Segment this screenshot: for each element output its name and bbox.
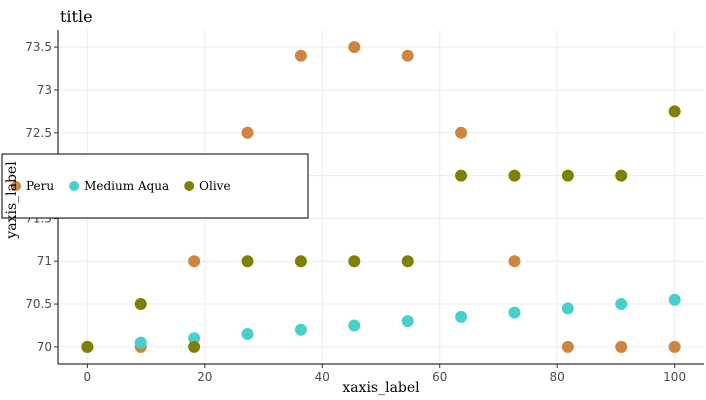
- point-olive: [561, 169, 574, 182]
- point-peru: [615, 340, 628, 353]
- legend-label-peru: Peru: [26, 179, 54, 193]
- legend-marker-peru: [11, 181, 21, 191]
- point-olive: [615, 169, 628, 182]
- point-olive: [241, 255, 254, 268]
- point-peru: [455, 126, 468, 139]
- point-peru: [668, 340, 681, 353]
- legend-marker-olive: [184, 181, 195, 191]
- point-peru: [241, 126, 254, 139]
- legend-marker-medium-aqua: [69, 181, 80, 191]
- point-olive: [668, 105, 681, 118]
- point-olive: [455, 169, 468, 182]
- point-olive: [294, 255, 307, 268]
- point-medium-aqua: [134, 336, 147, 349]
- point-peru: [188, 255, 201, 268]
- x-tick-label: 40: [315, 370, 330, 384]
- point-medium-aqua: [615, 298, 628, 311]
- point-medium-aqua: [241, 328, 254, 341]
- point-medium-aqua: [561, 302, 574, 315]
- x-tick-label: 0: [84, 370, 92, 384]
- x-axis-title: xaxis_label: [342, 380, 420, 396]
- legend-label-olive: Olive: [199, 179, 230, 193]
- point-olive: [134, 298, 147, 311]
- legend-label-medium-aqua: Medium Aqua: [84, 179, 169, 193]
- point-peru: [401, 49, 414, 62]
- legend: Peru Medium Aqua Olive: [1, 153, 309, 219]
- point-olive: [508, 169, 521, 182]
- x-tick-label: 60: [432, 370, 447, 384]
- point-medium-aqua: [401, 315, 414, 328]
- point-medium-aqua: [188, 332, 201, 345]
- y-axis-title: yaxis_label: [4, 161, 20, 240]
- point-olive: [81, 340, 94, 353]
- y-tick-label: 70.5: [25, 297, 52, 311]
- point-peru: [294, 49, 307, 62]
- point-olive: [188, 340, 201, 353]
- point-olive: [348, 255, 361, 268]
- point-peru: [561, 340, 574, 353]
- x-tick-label: 80: [550, 370, 565, 384]
- legend-box: [1, 153, 309, 219]
- point-peru: [508, 255, 521, 268]
- y-tick-label: 71: [37, 254, 52, 268]
- y-tick-label: 73: [37, 83, 52, 97]
- y-tick-label: 73.5: [25, 40, 52, 54]
- point-medium-aqua: [455, 310, 468, 323]
- x-tick-label: 20: [197, 370, 212, 384]
- point-medium-aqua: [508, 306, 521, 319]
- y-tick-label: 72.5: [25, 126, 52, 140]
- point-olive: [401, 255, 414, 268]
- point-medium-aqua: [668, 293, 681, 306]
- point-medium-aqua: [348, 319, 361, 332]
- point-peru: [348, 41, 361, 54]
- y-tick-label: 70: [37, 340, 52, 354]
- data-points: [81, 41, 681, 353]
- chart-title: title: [60, 7, 93, 26]
- x-tick-label: 100: [663, 370, 686, 384]
- point-medium-aqua: [294, 323, 307, 336]
